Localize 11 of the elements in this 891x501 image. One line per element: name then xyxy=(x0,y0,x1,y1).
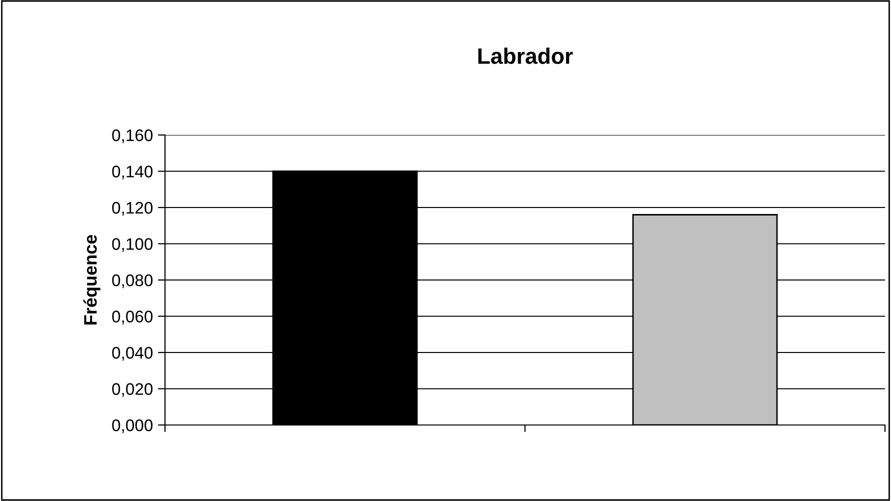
y-tick-label: 0,020 xyxy=(112,383,153,397)
y-axis-title: Fréquence xyxy=(83,234,100,324)
chart-title: Labrador xyxy=(478,48,573,64)
y-tick-label: 0,100 xyxy=(112,238,153,252)
y-tick-label: 0,160 xyxy=(112,129,153,144)
y-tick-label: 0,120 xyxy=(112,202,153,216)
y-tick-label: 0,040 xyxy=(112,346,153,361)
y-tick-label: 0,140 xyxy=(112,166,153,180)
y-tick-label: 0,000 xyxy=(112,419,153,434)
y-tick-label: 0,080 xyxy=(112,274,153,288)
y-tick-label: 0,060 xyxy=(112,310,153,324)
